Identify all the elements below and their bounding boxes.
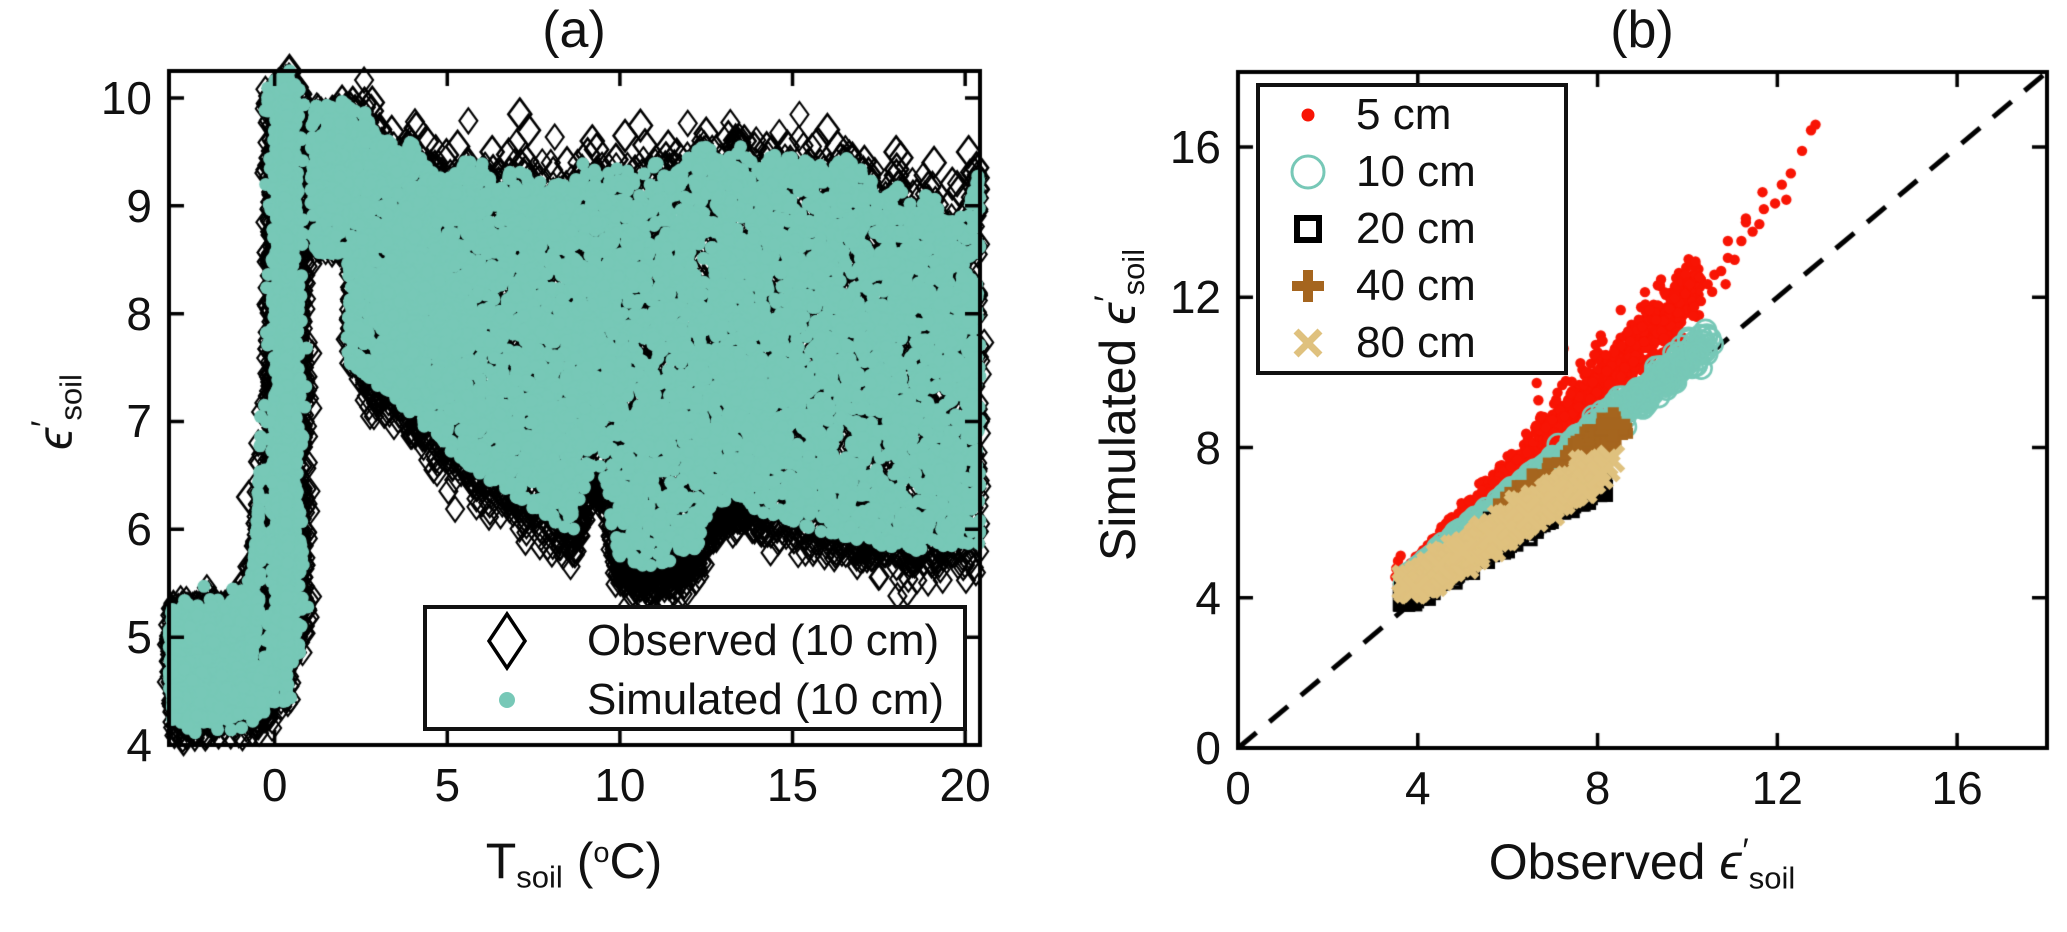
tick-label-x-a: 5	[434, 759, 461, 811]
tick-label-y-b: 4	[1195, 571, 1221, 624]
diamond-icon	[427, 611, 587, 671]
dot-icon	[427, 690, 587, 710]
tick-label-y-a: 8	[126, 287, 152, 340]
legend-label-80cm: 80 cm	[1356, 317, 1476, 367]
legend-item-simulated: Simulated (10 cm)	[427, 675, 963, 725]
legend-item-10cm: 10 cm	[1260, 147, 1564, 197]
ylabel-b-sub: soil	[1116, 248, 1152, 296]
panel-a-title: (a)	[542, 1, 606, 59]
xlabel-b-main: Observed	[1488, 834, 1720, 890]
panel-b-legend: 5 cm 10 cm 20 cm 40 cm 80 cm	[1256, 83, 1568, 375]
xlabel-b-epsilon: ϵ	[1719, 834, 1742, 890]
tick-label-y-a: 10	[100, 71, 152, 124]
panel-b-xlabel: Observed ϵ′soil	[1489, 832, 1796, 896]
tick-label-y-b: 8	[1195, 421, 1221, 474]
tick-label-x-b: 16	[1931, 762, 1983, 814]
tick-label-x-a: 10	[594, 759, 646, 811]
legend-item-5cm: 5 cm	[1260, 90, 1564, 140]
xlabel-a-sup: o	[593, 837, 610, 870]
ylabel-b-main: Simulated	[1089, 324, 1146, 562]
legend-item-20cm: 20 cm	[1260, 204, 1564, 254]
legend-label-5cm: 5 cm	[1356, 90, 1452, 140]
legend-item-80cm: 80 cm	[1260, 318, 1564, 368]
ylabel-a-prime: ′	[24, 420, 63, 427]
ylabel-a-epsilon: ϵ	[26, 427, 83, 450]
x-icon	[1260, 326, 1356, 360]
tick-label-x-b: 4	[1404, 762, 1431, 814]
panel-a-xlabel: Tsoil (oC)	[486, 832, 663, 895]
ylabel-b-epsilon: ϵ	[1089, 302, 1146, 325]
square-icon	[1260, 212, 1356, 246]
tick-label-x-a: 20	[939, 759, 991, 811]
legend-label-40cm: 40 cm	[1356, 260, 1476, 310]
tick-label-x-b: 0	[1225, 762, 1251, 814]
red-dot-icon	[1260, 107, 1356, 123]
panel-b-title: (b)	[1610, 1, 1674, 59]
legend-item-observed: Observed (10 cm)	[427, 611, 963, 671]
tick-label-y-b: 0	[1195, 722, 1221, 774]
plus-icon	[1260, 268, 1356, 304]
tick-label-y-a: 7	[126, 395, 152, 448]
panel-b-ylabel: Simulated ϵ′soil	[1088, 249, 1152, 561]
tick-label-x-b: 8	[1584, 762, 1611, 814]
xlabel-b-sub: soil	[1748, 860, 1796, 896]
tick-label-y-a: 6	[126, 503, 152, 556]
legend-item-40cm: 40 cm	[1260, 261, 1564, 311]
circle-icon	[1260, 152, 1356, 192]
xlabel-a-sub: soil	[516, 859, 563, 895]
tick-label-y-a: 5	[126, 611, 152, 664]
legend-label-simulated: Simulated (10 cm)	[587, 675, 945, 724]
panel-a-legend: Observed (10 cm) Simulated (10 cm)	[423, 605, 967, 731]
tick-label-x-a: 0	[261, 759, 288, 811]
ylabel-b-prime: ′	[1087, 295, 1126, 302]
tick-label-x-a: 15	[766, 759, 819, 811]
legend-label-10cm: 10 cm	[1356, 147, 1476, 197]
ylabel-a-sub: soil	[53, 374, 89, 421]
legend-label-20cm: 20 cm	[1356, 203, 1476, 253]
xlabel-a-main: T	[485, 833, 517, 889]
xlabel-b-prime: ′	[1742, 832, 1749, 870]
tick-label-y-a: 4	[126, 719, 152, 771]
panel-a-ylabel: ϵ′soil	[25, 374, 89, 450]
xlabel-a-end: C)	[609, 833, 663, 889]
tick-label-x-b: 12	[1751, 762, 1803, 814]
xlabel-a-mid: (	[562, 833, 594, 889]
legend-label-observed: Observed (10 cm)	[587, 616, 940, 665]
tick-label-y-b: 12	[1169, 271, 1221, 324]
tick-label-y-b: 16	[1169, 121, 1221, 174]
tick-label-y-a: 9	[126, 179, 152, 232]
